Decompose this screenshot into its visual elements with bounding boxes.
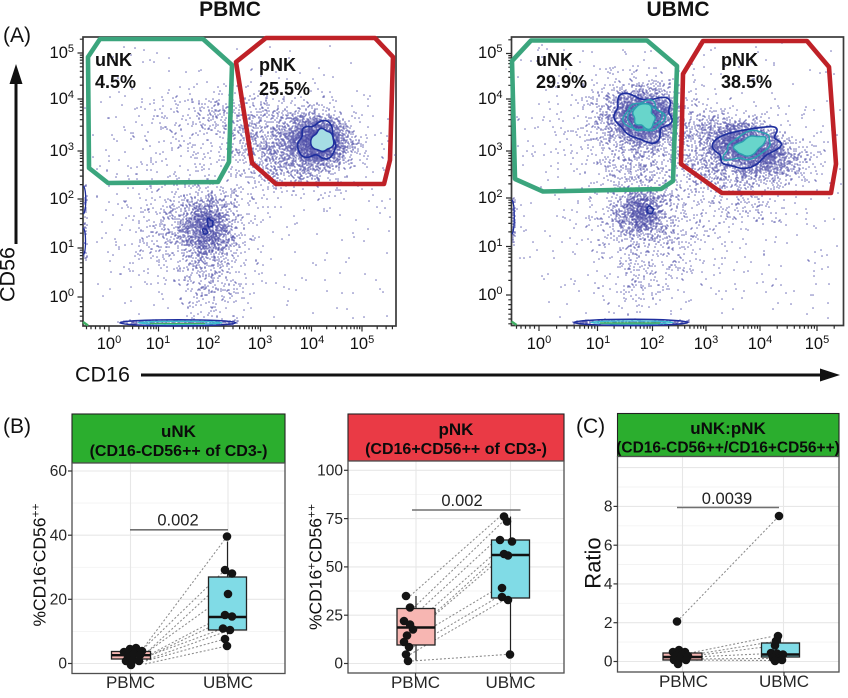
- svg-text:60: 60: [50, 463, 68, 480]
- svg-text:100: 100: [527, 334, 551, 353]
- svg-text:102: 102: [640, 334, 664, 353]
- svg-text:(CD16-CD56++ of CD3-): (CD16-CD56++ of CD3-): [90, 443, 268, 460]
- svg-text:uNK: uNK: [536, 50, 573, 70]
- svg-text:uNK: uNK: [161, 422, 197, 441]
- svg-text:(CD16+CD56++ of CD3-): (CD16+CD56++ of CD3-): [365, 441, 547, 458]
- svg-text:%CD16-CD56++: %CD16-CD56++: [29, 503, 50, 626]
- svg-text:25.5%: 25.5%: [259, 79, 310, 99]
- svg-text:102: 102: [196, 334, 220, 353]
- svg-text:UBMC: UBMC: [203, 673, 253, 692]
- svg-text:pNK: pNK: [259, 55, 296, 75]
- svg-text:0.002: 0.002: [157, 512, 198, 530]
- svg-text:UBMC: UBMC: [759, 672, 809, 691]
- svg-text:75: 75: [326, 511, 343, 528]
- svg-text:PBMC: PBMC: [199, 0, 261, 21]
- svg-text:20: 20: [50, 592, 68, 609]
- svg-text:PBMC: PBMC: [106, 673, 155, 692]
- svg-text:50: 50: [326, 559, 344, 576]
- svg-text:103: 103: [694, 334, 718, 353]
- svg-text:Ratio: Ratio: [581, 537, 606, 588]
- svg-text:UBMC: UBMC: [485, 673, 535, 692]
- svg-text:100: 100: [97, 334, 121, 353]
- svg-text:8: 8: [604, 499, 613, 516]
- svg-text:CD56: CD56: [0, 247, 20, 302]
- svg-text:25: 25: [326, 607, 343, 624]
- svg-text:UBMC: UBMC: [647, 0, 710, 21]
- svg-text:PBMC: PBMC: [391, 673, 440, 692]
- svg-text:0.0039: 0.0039: [702, 490, 752, 508]
- svg-text:uNK:pNK: uNK:pNK: [690, 419, 766, 438]
- svg-text:2: 2: [604, 615, 613, 632]
- svg-text:40: 40: [50, 527, 68, 544]
- svg-text:4: 4: [604, 576, 613, 593]
- svg-text:(C): (C): [576, 415, 605, 438]
- svg-text:0.002: 0.002: [441, 492, 482, 510]
- svg-text:PBMC: PBMC: [659, 672, 708, 691]
- svg-text:pNK: pNK: [439, 420, 475, 439]
- svg-text:(CD16-CD56++/CD16+CD56++): (CD16-CD56++/CD16+CD56++): [616, 440, 840, 457]
- svg-text:0: 0: [604, 654, 613, 671]
- svg-text:0: 0: [334, 656, 343, 673]
- svg-text:38.5%: 38.5%: [721, 72, 772, 92]
- svg-text:100: 100: [317, 463, 343, 480]
- svg-text:CD16: CD16: [75, 363, 130, 387]
- svg-text:%CD16+CD56++: %CD16+CD56++: [305, 504, 326, 630]
- svg-text:101: 101: [146, 334, 170, 353]
- svg-text:104: 104: [300, 334, 324, 353]
- svg-text:104: 104: [748, 334, 772, 353]
- svg-text:uNK: uNK: [95, 50, 132, 70]
- svg-text:(A): (A): [3, 24, 31, 47]
- svg-text:103: 103: [248, 334, 272, 353]
- svg-text:105: 105: [805, 334, 829, 353]
- svg-text:105: 105: [350, 334, 374, 353]
- svg-text:(B): (B): [3, 415, 31, 438]
- svg-text:6: 6: [604, 537, 613, 554]
- svg-text:0: 0: [58, 656, 67, 673]
- svg-text:4.5%: 4.5%: [95, 72, 136, 92]
- svg-text:29.9%: 29.9%: [536, 72, 587, 92]
- svg-text:pNK: pNK: [721, 50, 758, 70]
- svg-text:101: 101: [586, 334, 610, 353]
